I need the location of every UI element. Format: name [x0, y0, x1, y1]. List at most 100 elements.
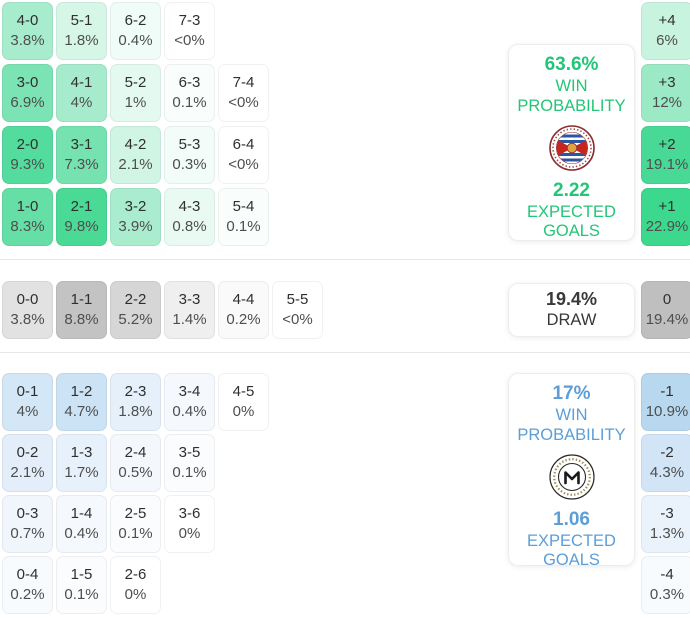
home-score-row: 3-0 6.9% 4-1 4% 5-2 1% 6-3 0.1% 7-4 <0%: [2, 64, 269, 122]
score-label: 0-0: [16, 291, 39, 309]
home-goal-diff-column: +4 6% +3 12% +2 19.1% +1 22.9%: [641, 2, 690, 250]
home-score-cell-5-3[interactable]: 5-3 0.3%: [164, 126, 215, 184]
home-score-cell-2-0[interactable]: 2-0 9.3%: [2, 126, 53, 184]
draw-score-cell-2-2[interactable]: 2-2 5.2%: [110, 281, 161, 339]
home-score-cell-6-2[interactable]: 6-2 0.4%: [110, 2, 161, 60]
away-score-cell-0-4[interactable]: 0-4 0.2%: [2, 556, 53, 614]
home-score-cell-3-0[interactable]: 3-0 6.9%: [2, 64, 53, 122]
away-score-cell-3-6[interactable]: 3-6 0%: [164, 495, 215, 553]
home-score-cell-4-1[interactable]: 4-1 4%: [56, 64, 107, 122]
home-score-cell-2-1[interactable]: 2-1 9.8%: [56, 188, 107, 246]
home-score-cell-5-4[interactable]: 5-4 0.1%: [218, 188, 269, 246]
away-score-row: 0-2 2.1% 1-3 1.7% 2-4 0.5% 3-5 0.1%: [2, 434, 269, 492]
home-score-cell-3-2[interactable]: 3-2 3.9%: [110, 188, 161, 246]
goal-diff-label: +2: [658, 136, 676, 154]
home-score-cell-4-0[interactable]: 4-0 3.8%: [2, 2, 53, 60]
home-goal-diff-cell-+2[interactable]: +2 19.1%: [641, 126, 690, 184]
probability-value: 3.8%: [10, 32, 45, 49]
score-label: 4-0: [16, 12, 39, 30]
score-label: 7-3: [178, 12, 201, 30]
away-score-cell-2-3[interactable]: 2-3 1.8%: [110, 373, 161, 431]
probability-value: 0%: [232, 403, 255, 420]
draw-score-cell-5-5[interactable]: 5-5 <0%: [272, 281, 323, 339]
home-goal-diff-cell-+3[interactable]: +3 12%: [641, 64, 690, 122]
score-label: 0-3: [16, 505, 39, 523]
draw-probability-panel: 19.4% DRAW: [508, 283, 635, 337]
draw-score-cell-3-3[interactable]: 3-3 1.4%: [164, 281, 215, 339]
away-score-cell-2-4[interactable]: 2-4 0.5%: [110, 434, 161, 492]
score-label: 4-3: [178, 198, 201, 216]
draw-goal-diff-cell-0[interactable]: 0 19.4%: [641, 281, 690, 339]
away-score-row: 0-3 0.7% 1-4 0.4% 2-5 0.1% 3-6 0%: [2, 495, 269, 553]
away-score-cell-2-6[interactable]: 2-6 0%: [110, 556, 161, 614]
probability-value: 0.5%: [118, 464, 153, 481]
score-label: 5-1: [70, 12, 93, 30]
probability-value: 0.1%: [172, 94, 207, 111]
home-score-cell-7-3[interactable]: 7-3 <0%: [164, 2, 215, 60]
probability-value: 0%: [124, 586, 147, 603]
probability-value: 1.8%: [118, 403, 153, 420]
home-score-cell-6-3[interactable]: 6-3 0.1%: [164, 64, 215, 122]
away-goal-diff-cell--2[interactable]: -2 4.3%: [641, 434, 690, 492]
draw-score-cell-0-0[interactable]: 0-0 3.8%: [2, 281, 53, 339]
draw-score-cell-4-4[interactable]: 4-4 0.2%: [218, 281, 269, 339]
score-label: 1-1: [70, 291, 93, 309]
score-label: 2-4: [124, 444, 147, 462]
probability-value: 7.3%: [64, 156, 99, 173]
away-score-cell-3-5[interactable]: 3-5 0.1%: [164, 434, 215, 492]
home-score-cell-7-4[interactable]: 7-4 <0%: [218, 64, 269, 122]
away-score-cell-0-3[interactable]: 0-3 0.7%: [2, 495, 53, 553]
away-team-badge: [548, 453, 595, 500]
away-score-cell-3-4[interactable]: 3-4 0.4%: [164, 373, 215, 431]
away-score-cell-0-2[interactable]: 0-2 2.1%: [2, 434, 53, 492]
score-label: 1-4: [70, 505, 93, 523]
probability-value: 4%: [70, 94, 93, 111]
home-score-cell-5-1[interactable]: 5-1 1.8%: [56, 2, 107, 60]
home-score-cell-6-4[interactable]: 6-4 <0%: [218, 126, 269, 184]
probability-value: 19.4%: [645, 311, 689, 328]
home-score-grid: 4-0 3.8% 5-1 1.8% 6-2 0.4% 7-3 <0% 3-0 6.9% 4-1 4% 5…: [2, 2, 269, 250]
away-score-cell-1-2[interactable]: 1-2 4.7%: [56, 373, 107, 431]
score-label: 2-6: [124, 566, 147, 584]
home-score-cell-3-1[interactable]: 3-1 7.3%: [56, 126, 107, 184]
away-goal-diff-cell--4[interactable]: -4 0.3%: [641, 556, 690, 614]
probability-value: 2.1%: [10, 464, 45, 481]
away-score-cell-4-5[interactable]: 4-5 0%: [218, 373, 269, 431]
away-expected-goals-value: 1.06: [553, 508, 590, 530]
home-score-cell-4-2[interactable]: 4-2 2.1%: [110, 126, 161, 184]
away-score-cell-1-5[interactable]: 1-5 0.1%: [56, 556, 107, 614]
probability-value: 0.1%: [226, 218, 261, 235]
away-win-probability-panel: 17% WIN PROBABILITY 1.06 EXPECTED GOALS: [508, 373, 635, 569]
probability-value: 0.2%: [226, 311, 261, 328]
away-score-cell-0-1[interactable]: 0-1 4%: [2, 373, 53, 431]
goal-diff-label: +4: [658, 12, 676, 30]
probability-value: 0.4%: [118, 32, 153, 49]
probability-value: 9.3%: [10, 156, 45, 173]
home-score-cell-4-3[interactable]: 4-3 0.8%: [164, 188, 215, 246]
home-score-cell-5-2[interactable]: 5-2 1%: [110, 64, 161, 122]
probability-value: 6%: [656, 32, 678, 49]
away-score-cell-1-3[interactable]: 1-3 1.7%: [56, 434, 107, 492]
home-goal-diff-cell-+4[interactable]: +4 6%: [641, 2, 690, 60]
probability-value: 0.1%: [118, 525, 153, 542]
away-goal-diff-cell--1[interactable]: -1 10.9%: [641, 373, 690, 431]
probability-value: 0%: [178, 525, 201, 542]
away-score-cell-1-4[interactable]: 1-4 0.4%: [56, 495, 107, 553]
home-goal-diff-cell-+1[interactable]: +1 22.9%: [641, 188, 690, 246]
away-score-cell-2-5[interactable]: 2-5 0.1%: [110, 495, 161, 553]
draw-score-row: 0-0 3.8% 1-1 8.8% 2-2 5.2% 3-3 1.4% 4-4 0.2% 5-5 <0…: [2, 281, 323, 339]
probability-value: 1.4%: [172, 311, 207, 328]
probability-value: 22.9%: [645, 218, 689, 235]
away-goal-diff-cell--3[interactable]: -3 1.3%: [641, 495, 690, 553]
score-label: 5-2: [124, 74, 147, 92]
probability-value: 12%: [651, 94, 683, 111]
score-label: 4-2: [124, 136, 147, 154]
score-label: 4-1: [70, 74, 93, 92]
draw-score-cell-1-1[interactable]: 1-1 8.8%: [56, 281, 107, 339]
score-label: 7-4: [232, 74, 255, 92]
home-expected-goals-value: 2.22: [553, 179, 590, 201]
home-score-cell-1-0[interactable]: 1-0 8.3%: [2, 188, 53, 246]
away-expected-goals-label: EXPECTED GOALS: [527, 531, 616, 570]
probability-value: <0%: [282, 311, 313, 328]
away-win-probability-value: 17%: [552, 383, 591, 404]
